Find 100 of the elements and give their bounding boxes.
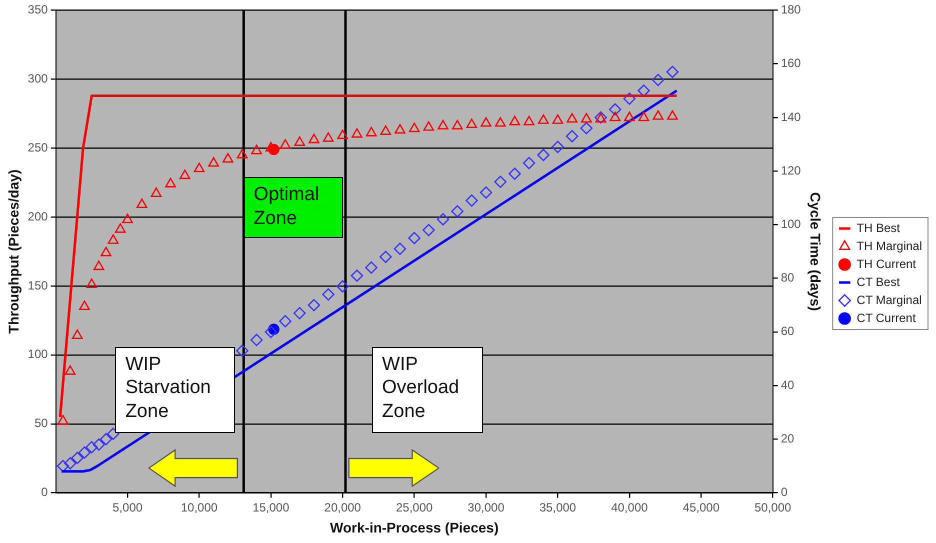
point (566, 130, 578, 142)
point (100, 433, 112, 446)
legend-label: CT Current (856, 310, 916, 325)
y2-tick-label: 80 (780, 270, 795, 285)
point (624, 112, 635, 122)
point (236, 344, 248, 357)
y2-tick-label: 100 (780, 217, 802, 231)
point (538, 114, 549, 124)
annotation: Optimal Zone (244, 177, 344, 238)
y2-tick-label: 160 (780, 56, 802, 70)
point (438, 120, 448, 130)
point (480, 186, 492, 199)
point (379, 250, 392, 264)
y2-tick-label: 120 (780, 163, 802, 178)
y2-tick-label: 40 (780, 378, 795, 392)
point (580, 122, 593, 134)
legend-label: CT Best (856, 274, 900, 289)
y-axis-title: Throughput (Pieces/day) (5, 169, 22, 334)
y-tick-label: 350 (28, 2, 48, 17)
x-tick-label: 30,000 (468, 500, 505, 514)
y-tick-label: 250 (28, 140, 48, 154)
y2-tick-label: 0 (780, 485, 788, 500)
point (179, 170, 190, 180)
y-tick-label: 200 (28, 209, 48, 224)
point (279, 315, 292, 328)
x-tick-label: 50,000 (754, 500, 792, 514)
point (423, 121, 434, 131)
point (79, 300, 90, 310)
point (208, 157, 219, 167)
point (86, 278, 98, 288)
point (480, 117, 492, 127)
point (64, 457, 76, 470)
point (552, 114, 564, 124)
point (466, 118, 478, 128)
point (394, 124, 406, 134)
point (86, 441, 98, 454)
point (509, 116, 520, 126)
point (466, 194, 478, 207)
point (58, 414, 68, 424)
annotation: WIP Starvation Zone (115, 346, 236, 434)
point (250, 334, 263, 346)
point (436, 213, 450, 226)
point (264, 326, 278, 338)
legend-label: TH Marginal (856, 238, 922, 253)
point (322, 288, 334, 301)
point (308, 298, 320, 312)
x-tick-label: 20,000 (324, 500, 362, 514)
point (294, 136, 306, 146)
point (667, 110, 678, 120)
point (122, 214, 133, 224)
point (322, 132, 334, 142)
x-tick-label: 40,000 (611, 500, 648, 514)
point (394, 242, 406, 255)
point (56, 460, 70, 472)
legend-label: TH Current (856, 256, 917, 271)
y2-tick-label: 140 (780, 110, 802, 124)
point (422, 224, 435, 236)
point (251, 144, 262, 154)
point (494, 176, 507, 188)
point (308, 134, 320, 144)
point (337, 130, 348, 140)
point (165, 178, 176, 188)
point (150, 187, 162, 197)
point (107, 428, 120, 440)
point (366, 126, 377, 136)
y-tick-label: 300 (28, 71, 48, 86)
annotation: WIP Overload Zone (372, 346, 484, 434)
y2-tick-label: 60 (780, 324, 795, 338)
x-tick-label: 15,000 (252, 500, 290, 514)
point (336, 280, 349, 293)
y2-axis-title: Cycle Time (days) (807, 192, 824, 311)
point (108, 234, 119, 244)
point (408, 122, 420, 132)
x-tick-label: 25,000 (396, 500, 434, 514)
point (452, 120, 463, 130)
point (552, 140, 564, 154)
x-tick-label: 45,000 (682, 500, 720, 514)
point (280, 139, 291, 149)
point (638, 112, 650, 122)
point (293, 307, 306, 320)
point (136, 198, 148, 208)
point (92, 438, 105, 451)
point (222, 152, 234, 163)
point (114, 223, 126, 233)
point (524, 116, 534, 126)
point (652, 110, 664, 120)
y-tick-label: 100 (28, 347, 48, 362)
point (537, 148, 550, 162)
point (236, 148, 248, 158)
point (72, 329, 83, 340)
point (380, 125, 392, 135)
point (71, 452, 84, 464)
point (508, 168, 521, 180)
x-tick-label: 10,000 (180, 500, 218, 514)
point (652, 74, 664, 86)
point (494, 117, 506, 127)
x-tick-label: 5,000 (112, 500, 143, 514)
point (365, 261, 378, 274)
point (100, 246, 112, 256)
point (350, 269, 364, 282)
